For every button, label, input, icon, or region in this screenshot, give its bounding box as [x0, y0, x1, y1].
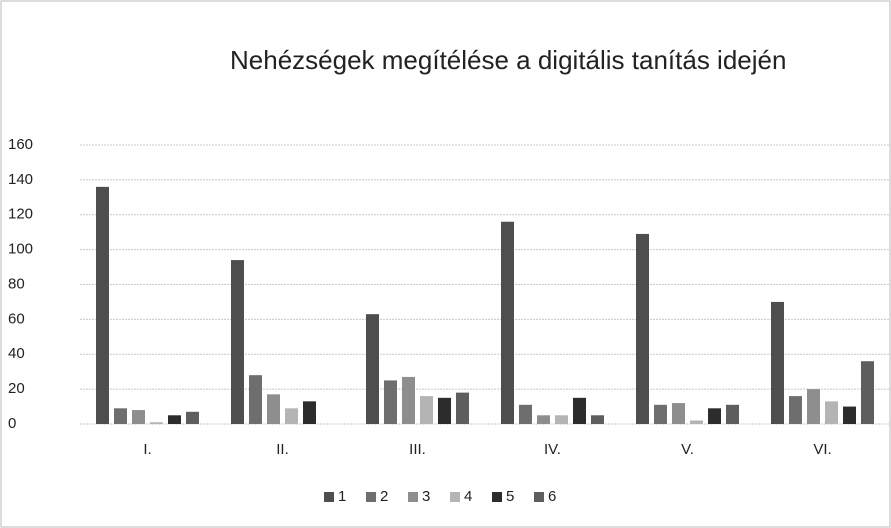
- bar: [861, 361, 874, 424]
- legend-swatch: [450, 492, 460, 502]
- x-tick-label: II.: [276, 441, 289, 458]
- bar: [591, 415, 604, 424]
- bar: [285, 408, 298, 424]
- bar: [402, 376, 415, 424]
- bar: [249, 375, 262, 424]
- legend-swatch: [492, 492, 502, 502]
- bar: [366, 314, 379, 424]
- bar: [519, 404, 532, 424]
- y-tick-label: 20: [8, 380, 25, 397]
- bar: [420, 396, 433, 424]
- bar: [636, 233, 649, 424]
- legend-swatch: [324, 492, 334, 502]
- bar: [168, 415, 181, 424]
- y-tick-label: 80: [8, 275, 25, 292]
- bar: [843, 406, 856, 424]
- legend-label: 1: [338, 488, 346, 505]
- x-tick-label: I.: [143, 441, 151, 458]
- x-tick-label: III.: [409, 441, 426, 458]
- bar: [825, 401, 838, 424]
- y-tick-label: 60: [8, 310, 25, 327]
- y-tick-label: 100: [8, 241, 33, 258]
- y-tick-label: 0: [8, 415, 16, 432]
- bar: [807, 389, 820, 424]
- legend-swatch: [534, 492, 544, 502]
- bar: [438, 397, 451, 424]
- y-tick-label: 40: [8, 345, 25, 362]
- bar: [771, 301, 784, 424]
- bar: [150, 422, 163, 424]
- bar: [654, 404, 667, 424]
- bar: [555, 415, 568, 424]
- bar: [384, 380, 397, 424]
- chart-title: Nehézségek megítélése a digitális tanítá…: [230, 45, 786, 75]
- bar: [537, 415, 550, 424]
- bar: [690, 420, 703, 424]
- bar: [303, 401, 316, 424]
- legend-label: 2: [380, 488, 388, 505]
- bar: [267, 394, 280, 424]
- bar: [114, 408, 127, 424]
- bar: [186, 411, 199, 424]
- bar: [231, 260, 244, 424]
- x-tick-label: V.: [681, 441, 694, 458]
- legend-label: 5: [506, 488, 514, 505]
- legend-label: 6: [548, 488, 556, 505]
- y-tick-label: 140: [8, 171, 33, 188]
- x-tick-label: IV.: [544, 441, 561, 458]
- legend-swatch: [408, 492, 418, 502]
- legend-label: 3: [422, 488, 430, 505]
- x-tick-label: VI.: [813, 441, 831, 458]
- legend-swatch: [366, 492, 376, 502]
- bar: [573, 397, 586, 424]
- bar: [96, 186, 109, 424]
- bar: [726, 404, 739, 424]
- bar: [132, 410, 145, 424]
- y-tick-label: 120: [8, 206, 33, 223]
- bar: [456, 392, 469, 424]
- y-tick-label: 160: [8, 136, 33, 153]
- legend-label: 4: [464, 488, 472, 505]
- bar: [672, 403, 685, 424]
- bar: [501, 221, 514, 424]
- bar: [789, 396, 802, 424]
- bar: [708, 408, 721, 424]
